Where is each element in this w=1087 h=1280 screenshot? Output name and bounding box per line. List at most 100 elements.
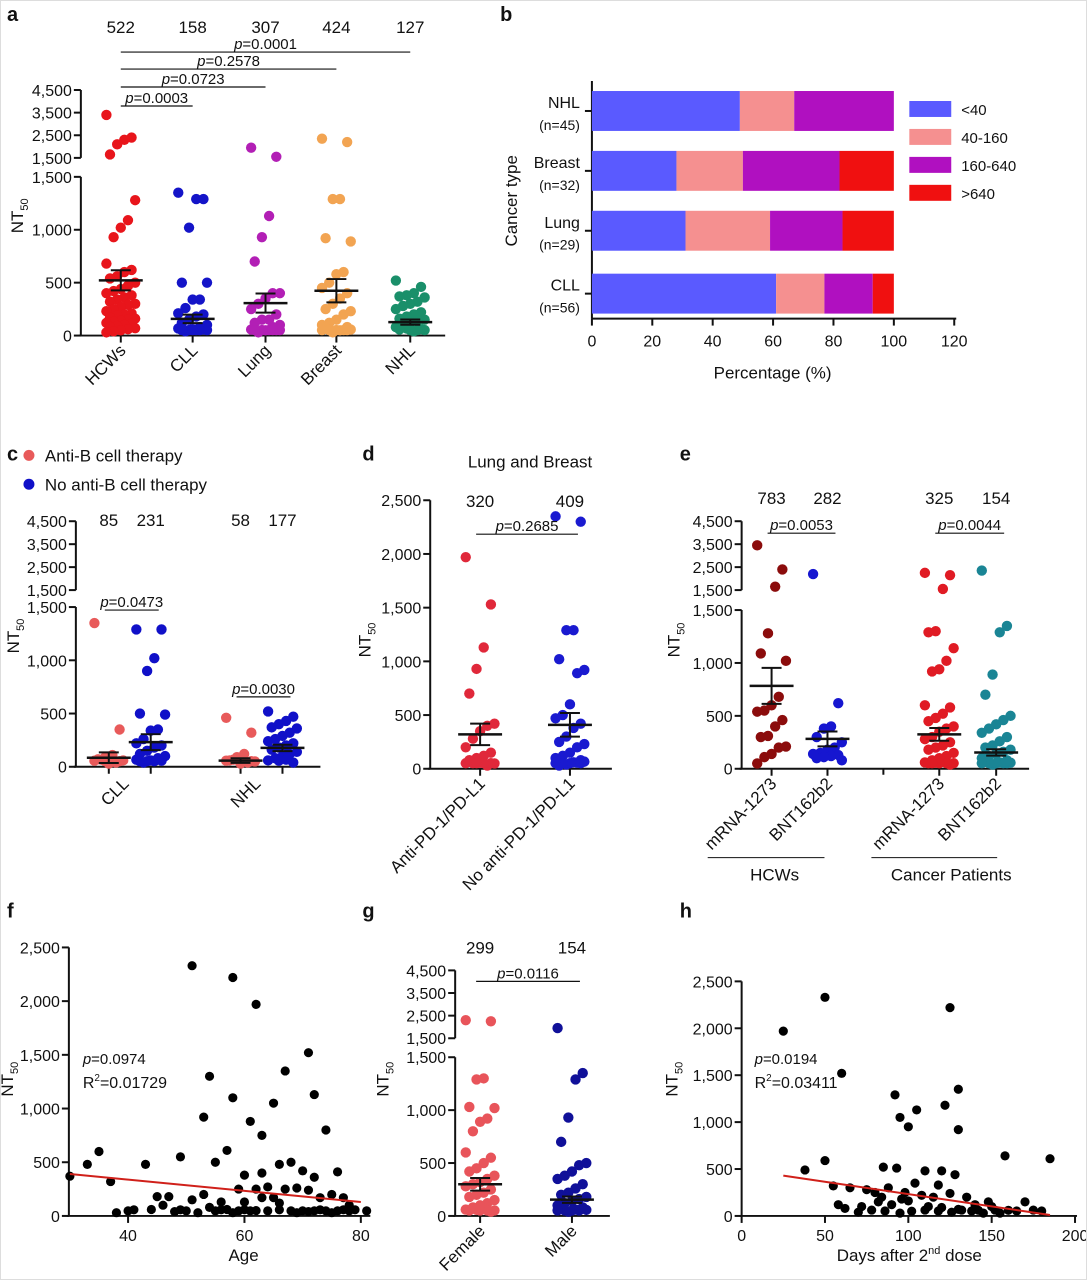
data-point xyxy=(134,756,146,767)
data-point xyxy=(467,1126,479,1137)
data-point xyxy=(298,1166,308,1176)
data-point xyxy=(890,1090,900,1100)
data-point xyxy=(953,1125,963,1135)
data-point xyxy=(460,1014,471,1026)
data-point xyxy=(159,709,171,720)
data-point xyxy=(201,277,213,288)
y-tick-label: 2,000 xyxy=(20,994,60,1011)
data-point xyxy=(920,1166,930,1176)
data-point xyxy=(104,273,116,284)
data-point xyxy=(334,193,346,205)
data-point xyxy=(555,1136,567,1148)
panel-letter-a: a xyxy=(7,4,19,26)
p-symbol: p xyxy=(231,681,240,698)
data-point xyxy=(175,1152,186,1162)
data-point xyxy=(945,1003,955,1013)
data-point xyxy=(262,706,274,717)
y-tick-label-upper: 1,500 xyxy=(406,1031,446,1048)
data-point xyxy=(170,1207,180,1217)
y-tick-label: 1,000 xyxy=(406,1103,446,1120)
p-value: =0.0030 xyxy=(240,681,295,698)
data-point xyxy=(286,1157,296,1167)
y-axis-label: NT50 xyxy=(665,623,688,658)
data-point xyxy=(419,324,430,336)
mean-value-label: 299 xyxy=(466,938,494,957)
data-point xyxy=(976,565,987,576)
y-tick-label-upper: 1,500 xyxy=(32,151,72,168)
data-point xyxy=(394,291,405,302)
y-tick-label-upper: 3,500 xyxy=(693,537,733,554)
data-point xyxy=(777,564,788,575)
data-point xyxy=(941,758,952,769)
data-point xyxy=(557,758,568,769)
r-value: =0.01729 xyxy=(100,1075,167,1092)
y-tick-label: 1,000 xyxy=(20,1102,60,1119)
data-point xyxy=(485,758,497,769)
data-point xyxy=(897,1194,907,1204)
data-point xyxy=(464,1166,475,1177)
data-point xyxy=(180,302,191,314)
data-point xyxy=(564,699,576,710)
data-point xyxy=(338,309,349,320)
data-point xyxy=(923,627,934,638)
data-point xyxy=(280,1184,290,1194)
data-point xyxy=(1000,1151,1010,1161)
data-point xyxy=(559,1205,570,1216)
y-tick-label: 1,500 xyxy=(20,1048,60,1065)
x-tick-label: 100 xyxy=(895,1228,922,1245)
data-point xyxy=(309,1172,319,1182)
data-point xyxy=(577,1067,588,1079)
data-point xyxy=(552,1022,563,1034)
mean-value-label: 783 xyxy=(757,489,785,508)
data-point xyxy=(926,758,938,769)
data-point xyxy=(773,742,784,753)
data-point xyxy=(176,277,188,288)
data-point xyxy=(941,655,952,667)
panel-title: Lung and Breast xyxy=(468,452,593,471)
data-point xyxy=(271,151,282,162)
data-point xyxy=(840,1203,850,1214)
data-point xyxy=(152,1192,162,1202)
data-point xyxy=(571,742,583,753)
y-tick-label: 500 xyxy=(45,276,72,293)
data-point xyxy=(940,1100,950,1110)
panel-e: 0 500 1,000 1,500 1,500 2,500 3,500 4,500 NT50 78… xyxy=(665,489,1030,885)
category-label: NHL xyxy=(382,341,419,378)
bar-segment xyxy=(591,150,677,191)
y-tick-label-upper: 4,500 xyxy=(693,514,733,531)
data-point xyxy=(239,1197,250,1207)
y-tick-label-upper: 2,500 xyxy=(693,560,733,577)
data-point xyxy=(837,1068,847,1078)
data-point xyxy=(303,1048,314,1058)
data-point xyxy=(907,1206,917,1216)
p-value: =0.2685 xyxy=(504,518,559,535)
data-point xyxy=(460,1181,471,1192)
data-point xyxy=(316,324,328,336)
p-value-label: p=0.0194 xyxy=(754,1051,818,1068)
category-label: NHL xyxy=(227,774,264,811)
data-point xyxy=(833,1200,843,1210)
x-tick-label: 80 xyxy=(825,334,843,351)
data-point xyxy=(129,1205,139,1215)
data-point xyxy=(251,1205,261,1216)
y-tick-label: 0 xyxy=(51,1209,60,1226)
data-point xyxy=(415,281,427,293)
data-point xyxy=(327,298,338,310)
data-point xyxy=(564,758,576,769)
p-value: =0.0044 xyxy=(947,517,1002,534)
data-point xyxy=(94,1146,104,1157)
data-point xyxy=(141,665,153,677)
data-point xyxy=(158,1200,168,1210)
data-point xyxy=(292,1183,302,1193)
p-symbol: p xyxy=(161,71,170,88)
y-axis-label: Cancer type xyxy=(502,155,521,246)
data-point xyxy=(114,724,125,735)
mean-value-label: 231 xyxy=(137,511,165,530)
data-point xyxy=(65,1171,75,1181)
y-tick-label-upper: 2,500 xyxy=(32,128,72,145)
data-point xyxy=(204,1071,215,1081)
p-value-label: p=0.0723 xyxy=(161,71,225,88)
legend-label: 160-640 xyxy=(961,158,1016,175)
x-tick-label: 40 xyxy=(704,334,722,351)
